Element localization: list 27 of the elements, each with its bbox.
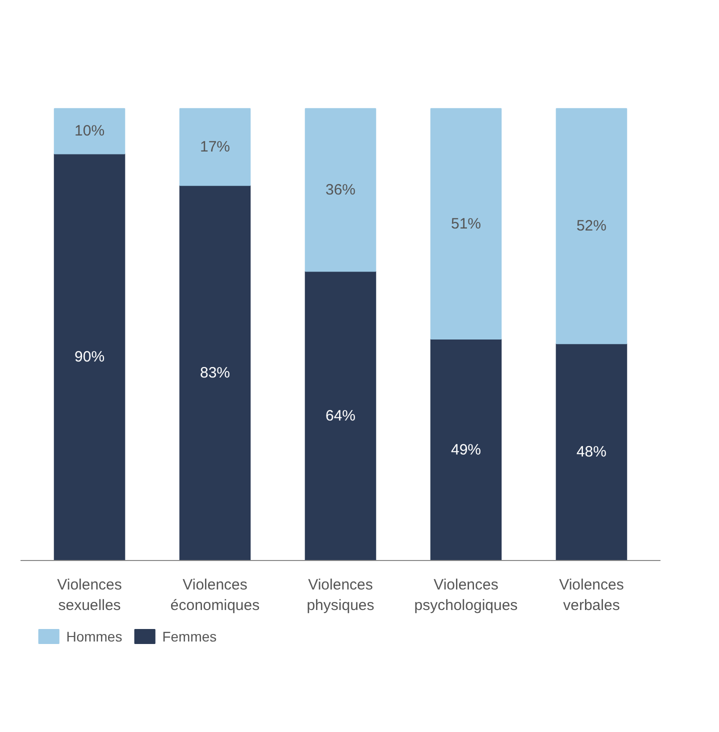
x-tick-label: Violences physiques bbox=[306, 576, 374, 614]
x-tick-label: Violences économiques bbox=[170, 576, 260, 614]
data-label: 83% bbox=[200, 364, 230, 382]
bar bbox=[179, 184, 251, 560]
data-label: 90% bbox=[74, 348, 105, 366]
legend-label: Femmes bbox=[162, 628, 217, 644]
x-tick-label: Violences psychologiques bbox=[414, 576, 518, 614]
data-label: 36% bbox=[325, 181, 356, 198]
data-label: 51% bbox=[450, 215, 482, 232]
bar bbox=[556, 108, 628, 344]
data-label: 64% bbox=[325, 407, 356, 424]
x-tick-label: Violences sexuelles bbox=[57, 576, 122, 614]
bar bbox=[304, 270, 376, 560]
legend-label: Hommes bbox=[66, 628, 122, 644]
bar bbox=[179, 108, 251, 186]
bar bbox=[430, 338, 502, 560]
data-label: 52% bbox=[576, 218, 606, 235]
data-label: 10% bbox=[74, 122, 105, 140]
bar bbox=[54, 153, 126, 560]
bar bbox=[54, 108, 126, 154]
x-tick-label: Violences verbales bbox=[559, 576, 624, 614]
bar bbox=[556, 343, 628, 560]
data-label: 49% bbox=[450, 441, 482, 458]
data-label: 17% bbox=[200, 138, 230, 156]
data-label: 48% bbox=[576, 444, 606, 461]
bar bbox=[304, 108, 376, 272]
bar bbox=[430, 108, 502, 340]
